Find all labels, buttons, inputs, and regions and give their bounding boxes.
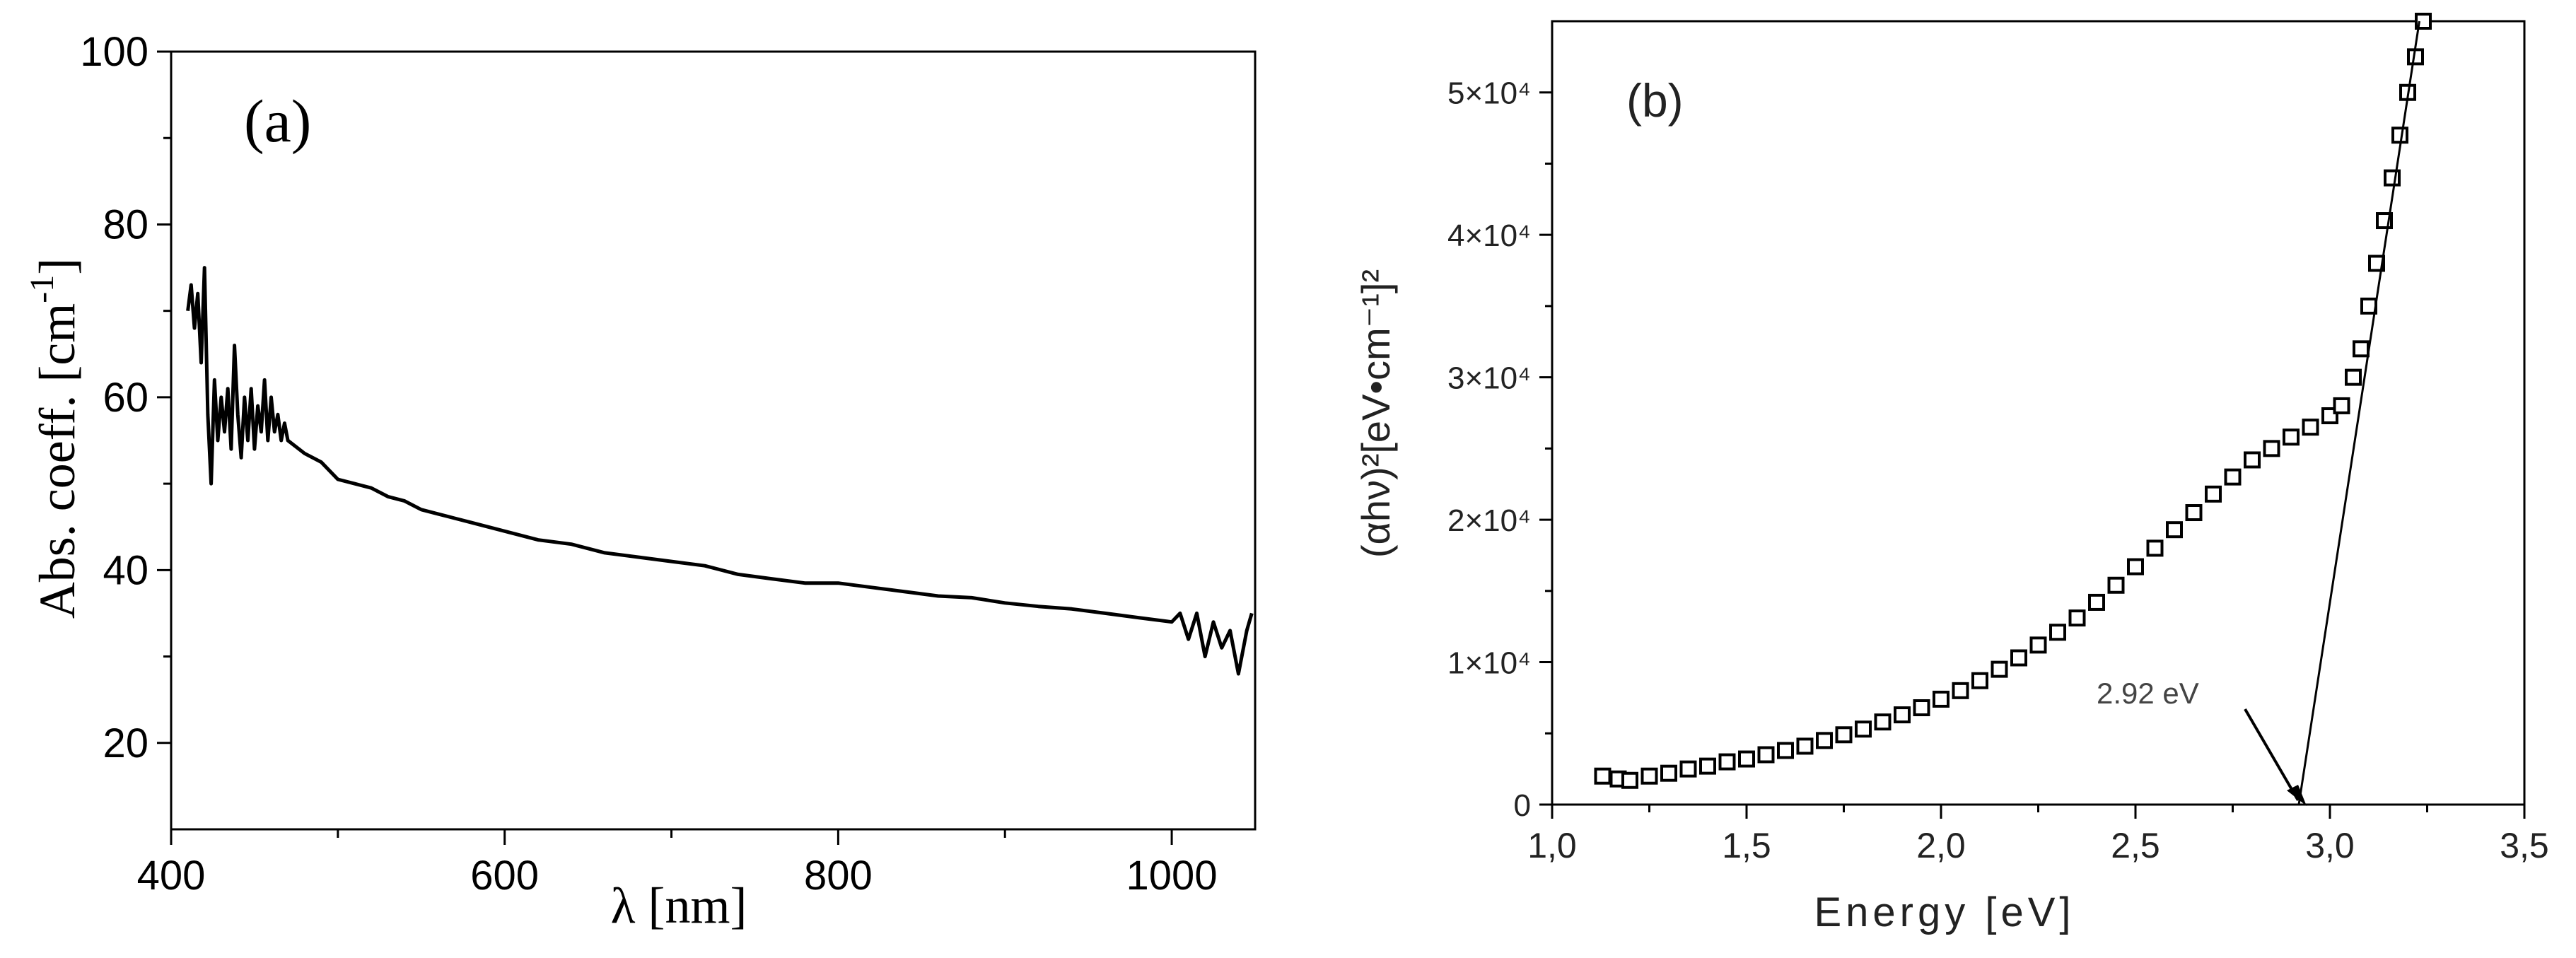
panel-b-data-point — [2127, 558, 2144, 576]
panel-b-data-point — [2283, 428, 2300, 446]
panel-b-data-point — [2107, 576, 2125, 594]
panel-b-data-point — [2333, 397, 2350, 414]
panel-a-ylabel-end: ] — [29, 258, 86, 275]
panel-b-data-point — [1933, 690, 1950, 708]
panel-b-data-point — [1594, 767, 1612, 785]
panel-a-ytick-label: 80 — [103, 201, 148, 247]
panel-a-ytick-label: 40 — [103, 547, 148, 593]
panel-b-data-point — [1913, 699, 1930, 717]
panel-a-xtick-label: 1000 — [1126, 853, 1218, 899]
panel-b-data-point — [2353, 340, 2370, 358]
panel-a-ytick-label: 100 — [80, 29, 148, 75]
panel-b-ytick-label: 2×10⁴ — [1447, 503, 1531, 538]
panel-b-ytick-label: 5×10⁴ — [1447, 76, 1531, 111]
annotation-arrowhead — [2287, 785, 2307, 806]
panel-a-label: (a) — [244, 87, 311, 155]
panel-b-xtick-label: 1,5 — [1722, 826, 1771, 865]
panel-a-plot-frame — [170, 50, 1257, 831]
panel-b-ytick-label: 1×10⁴ — [1447, 646, 1531, 681]
panel-b-data-point — [2244, 451, 2261, 469]
panel-b-data-point — [1640, 767, 1658, 785]
panel-b-data-point — [1816, 732, 1833, 749]
panel-a-series — [186, 266, 1254, 676]
panel-b-ylabel: (αhν)²[eV•cm⁻¹]² — [1353, 269, 1398, 558]
panel-a-ytick-label: 20 — [103, 720, 148, 766]
panel-b-xtick-label: 2,0 — [1916, 826, 1966, 865]
panel-b-data-point — [1952, 682, 1969, 699]
annotation-arrow — [2244, 708, 2300, 802]
panel-a-xtick-label: 800 — [804, 853, 873, 899]
panel-b-ytick-label: 3×10⁴ — [1447, 361, 1531, 396]
panel-b-data-point — [1835, 726, 1853, 744]
panel-b-xtick-label: 3,5 — [2500, 826, 2549, 865]
panel-b-xtick-label: 3,0 — [2305, 826, 2355, 865]
panel-b-data-point — [2384, 169, 2401, 187]
panel-b-data-point — [1777, 742, 1794, 759]
panel-b-data-point — [2068, 609, 2086, 627]
panel-a-xlabel: λ [nm] — [611, 877, 747, 934]
panel-b-data-point — [1621, 771, 1638, 789]
panel-b-data-point — [2146, 539, 2164, 557]
panel-b-data-point — [1660, 764, 1677, 782]
panel-b-series — [1594, 13, 2432, 805]
panel-b-data-point — [2029, 636, 2047, 654]
panel-b-ytick-label: 0 — [1514, 788, 1531, 823]
panel-b-xtick-label: 1,0 — [1527, 826, 1577, 865]
panel-a-ylabel-main: Abs. coeff. [cm — [29, 303, 86, 619]
panel-a-chart: 400 600 800 1000 20 40 60 80 100 (a) λ [nm] Abs.… — [23, 29, 1257, 934]
panel-b-data-point — [1796, 737, 1814, 755]
panel-b-data-point — [2205, 485, 2222, 503]
panel-b-chart: 1,0 1,5 2,0 2,5 3,0 3,5 0 1×10⁴ 2×10⁴ 3×10⁴ 4×10⁴ 5… — [1353, 13, 2549, 935]
panel-b-data-point — [2049, 624, 2066, 641]
panel-b-data-point — [2302, 419, 2319, 436]
panel-b-data-point — [1971, 672, 1988, 689]
panel-b-data-point — [2391, 127, 2408, 144]
panel-b-data-point — [1699, 757, 1716, 775]
panel-b-data-point — [2088, 593, 2105, 611]
panel-b-ticks: 1,0 1,5 2,0 2,5 3,0 3,5 0 1×10⁴ 2×10⁴ 3×10⁴ 4×10⁴ 5… — [1447, 76, 2549, 865]
panel-b-data-point — [2224, 468, 2242, 486]
annotation-label: 2.92 eV — [2097, 677, 2199, 710]
panel-b-data-point — [1757, 746, 1775, 764]
panel-a-xtick-label: 400 — [137, 853, 206, 899]
panel-b-ytick-label: 4×10⁴ — [1447, 218, 1531, 253]
panel-b-plot-frame — [1551, 20, 2526, 806]
panel-b-label: (b) — [1626, 74, 1684, 127]
panel-a-absorption-line — [186, 266, 1254, 676]
panel-b-data-point — [1874, 713, 1892, 731]
panel-b-data-point — [2368, 255, 2385, 272]
panel-a-ylabel: Abs. coeff. [cm-1] — [23, 258, 86, 619]
panel-b-xtick-label: 2,5 — [2111, 826, 2160, 865]
panel-b-xlabel: Energy [eV] — [1814, 889, 2075, 935]
panel-b-data-point — [1738, 750, 1755, 768]
panel-b-data-point — [2263, 440, 2280, 457]
panel-b-data-point — [1894, 706, 1911, 724]
panel-b-fit-line — [2297, 21, 2420, 805]
panel-b-data-point — [1718, 753, 1736, 771]
panel-a-ylabel-sup: -1 — [23, 275, 61, 303]
panel-b-data-point — [1679, 760, 1697, 778]
panel-b-data-point — [2185, 504, 2203, 522]
panel-b-data-point — [2010, 649, 2027, 667]
panel-b-data-point — [1991, 660, 2008, 678]
panel-a-ytick-label: 60 — [103, 375, 148, 421]
panel-a-ticks: 400 600 800 1000 20 40 60 80 100 — [80, 29, 1217, 899]
panel-b-data-point — [2345, 368, 2362, 386]
panel-b-data-point — [1855, 720, 1872, 738]
panel-b-data-point — [2166, 521, 2183, 539]
panel-a-xtick-label: 600 — [470, 853, 539, 899]
